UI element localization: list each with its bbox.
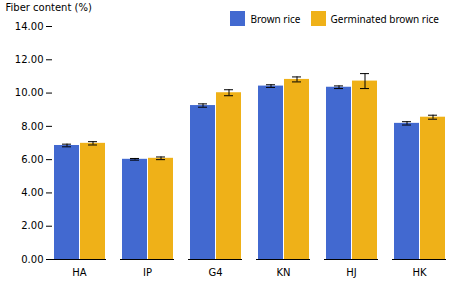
svg-text:14.00: 14.00 — [15, 21, 44, 32]
svg-text:KN: KN — [276, 267, 290, 278]
svg-text:HK: HK — [412, 267, 427, 278]
svg-text:G4: G4 — [208, 267, 222, 278]
svg-text:12.00: 12.00 — [15, 54, 44, 65]
svg-text:HJ: HJ — [346, 267, 356, 278]
svg-text:Fiber content (%): Fiber content (%) — [6, 2, 92, 13]
html-text:Germinated brown rice: Germinated brown rice — [330, 11, 439, 26]
svg-text:8.00: 8.00 — [21, 121, 43, 132]
svg-text:6.00: 6.00 — [21, 154, 43, 165]
svg-text:10.00: 10.00 — [15, 87, 44, 98]
svg-text:4.00: 4.00 — [21, 187, 43, 198]
svg-text:HA: HA — [72, 267, 87, 278]
html-text:Brown rice: Brown rice — [250, 11, 301, 26]
svg-text:2.00: 2.00 — [21, 220, 43, 231]
svg-text:0.00: 0.00 — [21, 254, 43, 265]
svg-text:IP: IP — [143, 267, 152, 278]
